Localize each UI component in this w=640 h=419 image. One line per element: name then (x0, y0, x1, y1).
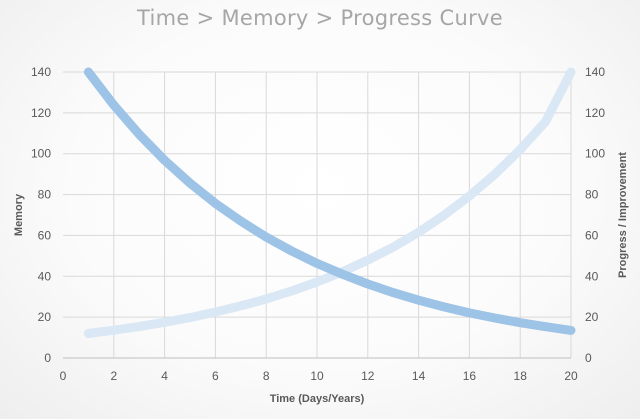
y-tick-label: 80 (38, 188, 52, 202)
x-tick-label: 12 (361, 369, 375, 383)
y2-tick-label: 100 (585, 147, 605, 161)
x-tick-label: 8 (263, 369, 270, 383)
y-axis-title: Memory (13, 193, 25, 236)
x-tick-label: 20 (564, 369, 578, 383)
y-tick-label: 20 (38, 310, 52, 324)
y-tick-label: 100 (31, 147, 51, 161)
y2-tick-label: 60 (585, 228, 599, 242)
x-tick-label: 10 (310, 369, 324, 383)
y-tick-label: 140 (31, 65, 51, 79)
y2-tick-label: 80 (585, 188, 599, 202)
y-tick-label: 0 (44, 351, 51, 365)
y2-tick-label: 140 (585, 65, 605, 79)
x-tick-label: 16 (463, 369, 477, 383)
x-tick-label: 2 (110, 369, 117, 383)
chart-title: Time > Memory > Progress Curve (137, 6, 503, 30)
y-tick-label: 120 (31, 106, 51, 120)
x-tick-label: 6 (212, 369, 219, 383)
y-tick-label: 40 (38, 269, 52, 283)
y2-tick-label: 20 (585, 310, 599, 324)
x-tick-label: 18 (514, 369, 528, 383)
x-axis-title: Time (Days/Years) (270, 393, 365, 405)
x-tick-label: 4 (161, 369, 168, 383)
series-line-1 (83, 67, 576, 335)
series-layer (83, 67, 576, 338)
x-tick-label: 0 (60, 369, 67, 383)
y2-tick-label: 120 (585, 106, 605, 120)
y2-tick-label: 40 (585, 269, 599, 283)
ticks: 0 2 4 6 8 10 12 14 16 18 20 0 20 40 60 80 100 120 140 0 20 40… (31, 65, 605, 383)
series-line-2 (83, 67, 576, 338)
y2-tick-label: 0 (585, 351, 592, 365)
x-tick-label: 14 (412, 369, 426, 383)
y-tick-label: 60 (38, 228, 52, 242)
y2-axis-title: Progress / Improvement (617, 152, 629, 278)
